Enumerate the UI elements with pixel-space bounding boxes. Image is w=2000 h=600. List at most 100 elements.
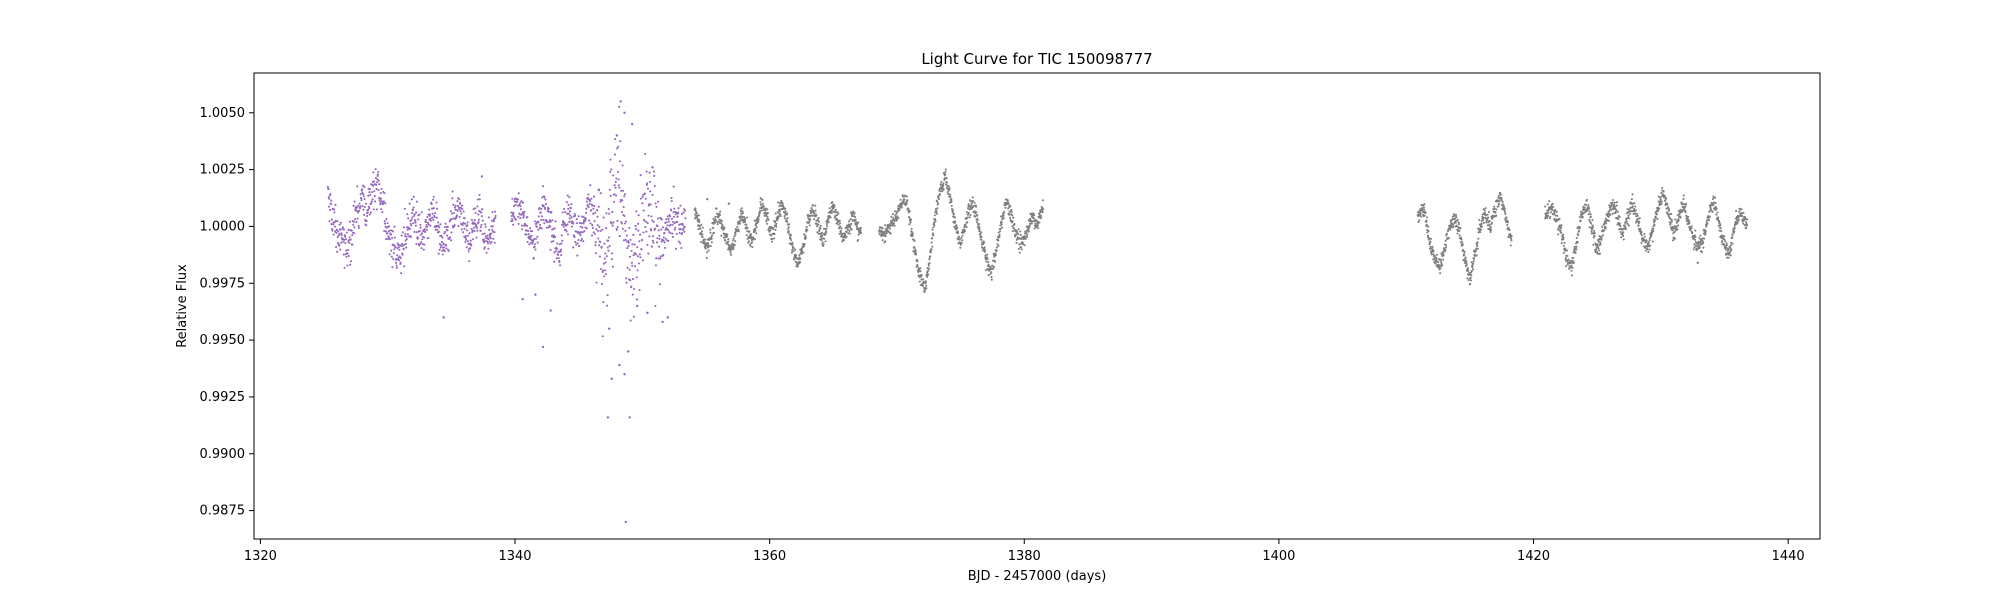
- flux-point: [412, 206, 415, 209]
- flux-point: [578, 244, 581, 247]
- flux-point: [720, 220, 723, 223]
- flux-point: [1486, 213, 1489, 216]
- flux-point: [486, 242, 490, 245]
- flux-point: [1638, 217, 1641, 220]
- flux-point: [1019, 233, 1022, 236]
- flux-point: [763, 207, 766, 211]
- flux-point: [809, 209, 812, 212]
- flux-point: [377, 170, 380, 173]
- flux-point: [899, 198, 902, 201]
- flux-point: [910, 218, 913, 221]
- flux-point: [1699, 234, 1702, 237]
- flux-point: [641, 202, 644, 205]
- flux-point: [665, 221, 668, 224]
- flux-point: [839, 229, 842, 232]
- flux-point: [783, 217, 787, 220]
- flux-point: [624, 238, 627, 241]
- flux-point: [549, 225, 552, 228]
- flux-point: [717, 215, 720, 218]
- flux-point: [844, 233, 847, 236]
- flux-point: [424, 220, 428, 223]
- flux-point: [392, 257, 395, 260]
- flux-point: [458, 215, 461, 218]
- flux-point: [410, 224, 413, 227]
- flux-point: [737, 228, 740, 231]
- flux-point: [357, 204, 360, 207]
- flux-point: [462, 210, 465, 213]
- flux-point: [745, 234, 748, 237]
- flux-point: [585, 200, 588, 203]
- flux-point: [456, 200, 459, 203]
- flux-point: [372, 180, 376, 183]
- flux-point: [455, 214, 458, 217]
- flux-point: [672, 185, 675, 188]
- flux-point: [1670, 218, 1673, 221]
- flux-point: [900, 206, 903, 209]
- flux-point: [1510, 239, 1513, 242]
- flux-outlier-point: [615, 134, 619, 137]
- flux-point: [1570, 274, 1573, 277]
- flux-point: [663, 246, 667, 249]
- flux-point: [1425, 216, 1428, 219]
- flux-point: [391, 266, 394, 269]
- flux-point: [649, 190, 652, 193]
- flux-point: [342, 228, 346, 231]
- flux-point: [373, 194, 376, 198]
- flux-point: [1427, 229, 1430, 233]
- flux-point: [1672, 227, 1675, 230]
- flux-point: [642, 209, 645, 212]
- flux-point: [651, 239, 654, 242]
- flux-point: [369, 211, 372, 214]
- flux-point: [616, 147, 619, 150]
- flux-point: [597, 237, 600, 240]
- flux-point: [340, 232, 343, 235]
- flux-point: [614, 180, 617, 183]
- flux-point: [1456, 232, 1459, 235]
- flux-point: [946, 190, 949, 194]
- flux-point: [1729, 254, 1732, 257]
- flux-point: [1731, 236, 1734, 239]
- flux-point: [841, 232, 844, 235]
- flux-point: [622, 206, 625, 209]
- flux-point: [1041, 199, 1044, 202]
- flux-point: [677, 211, 680, 214]
- flux-point: [972, 204, 976, 207]
- flux-point: [698, 220, 701, 223]
- flux-point: [637, 222, 640, 225]
- flux-point: [400, 272, 403, 275]
- flux-point: [359, 207, 362, 210]
- flux-point: [358, 209, 361, 212]
- flux-point: [670, 209, 673, 212]
- flux-point: [1668, 208, 1671, 211]
- flux-point: [430, 202, 433, 205]
- flux-point: [903, 198, 906, 201]
- flux-point: [1543, 205, 1547, 208]
- flux-point: [626, 247, 629, 250]
- flux-point: [636, 246, 639, 249]
- flux-point: [1679, 216, 1682, 219]
- flux-point: [1557, 233, 1560, 236]
- x-axis-label: BJD - 2457000 (days): [968, 569, 1107, 584]
- flux-point: [709, 244, 712, 248]
- flux-point: [411, 208, 415, 211]
- flux-point: [339, 228, 342, 231]
- flux-point: [757, 218, 760, 221]
- flux-point: [421, 232, 424, 235]
- flux-point: [1733, 230, 1736, 233]
- flux-point: [566, 223, 569, 226]
- flux-point: [348, 242, 351, 245]
- flux-point: [1653, 223, 1656, 226]
- flux-point: [1601, 225, 1604, 229]
- flux-point: [337, 230, 340, 233]
- flux-point: [368, 191, 371, 194]
- flux-point: [1425, 219, 1428, 222]
- flux-point: [629, 279, 632, 282]
- flux-point: [548, 210, 551, 214]
- flux-point: [465, 229, 469, 232]
- flux-point: [434, 212, 437, 215]
- flux-point: [854, 218, 857, 221]
- flux-point: [355, 209, 358, 212]
- flux-point: [362, 195, 365, 198]
- flux-point: [361, 188, 364, 191]
- flux-point: [1615, 208, 1618, 211]
